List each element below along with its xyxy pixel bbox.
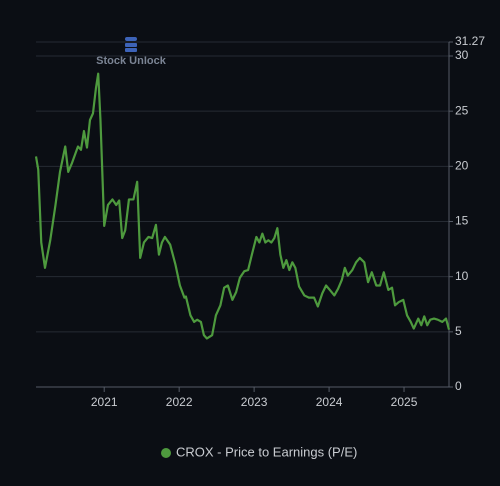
y-tick-label: 5 bbox=[455, 324, 462, 338]
x-tick-label: 2023 bbox=[241, 395, 268, 409]
x-tick-label: 2021 bbox=[91, 395, 118, 409]
y-tick-label: 10 bbox=[455, 269, 469, 283]
watermark: Stock Unlock bbox=[96, 55, 167, 67]
y-tick-label: 30 bbox=[455, 48, 469, 62]
y-tick-label: 15 bbox=[455, 214, 469, 228]
legend-swatch bbox=[161, 448, 171, 458]
watermark-logo bbox=[125, 37, 137, 52]
y-tick-label: 31.27 bbox=[455, 34, 485, 48]
x-tick-label: 2025 bbox=[391, 395, 418, 409]
x-tick-label: 2022 bbox=[166, 395, 193, 409]
legend-label: CROX - Price to Earnings (P/E) bbox=[176, 444, 357, 459]
y-tick-label: 25 bbox=[455, 103, 469, 117]
data-line bbox=[34, 72, 451, 340]
y-tick-label: 0 bbox=[455, 379, 462, 393]
y-tick-label: 20 bbox=[455, 159, 469, 173]
x-tick-label: 2024 bbox=[316, 395, 343, 409]
